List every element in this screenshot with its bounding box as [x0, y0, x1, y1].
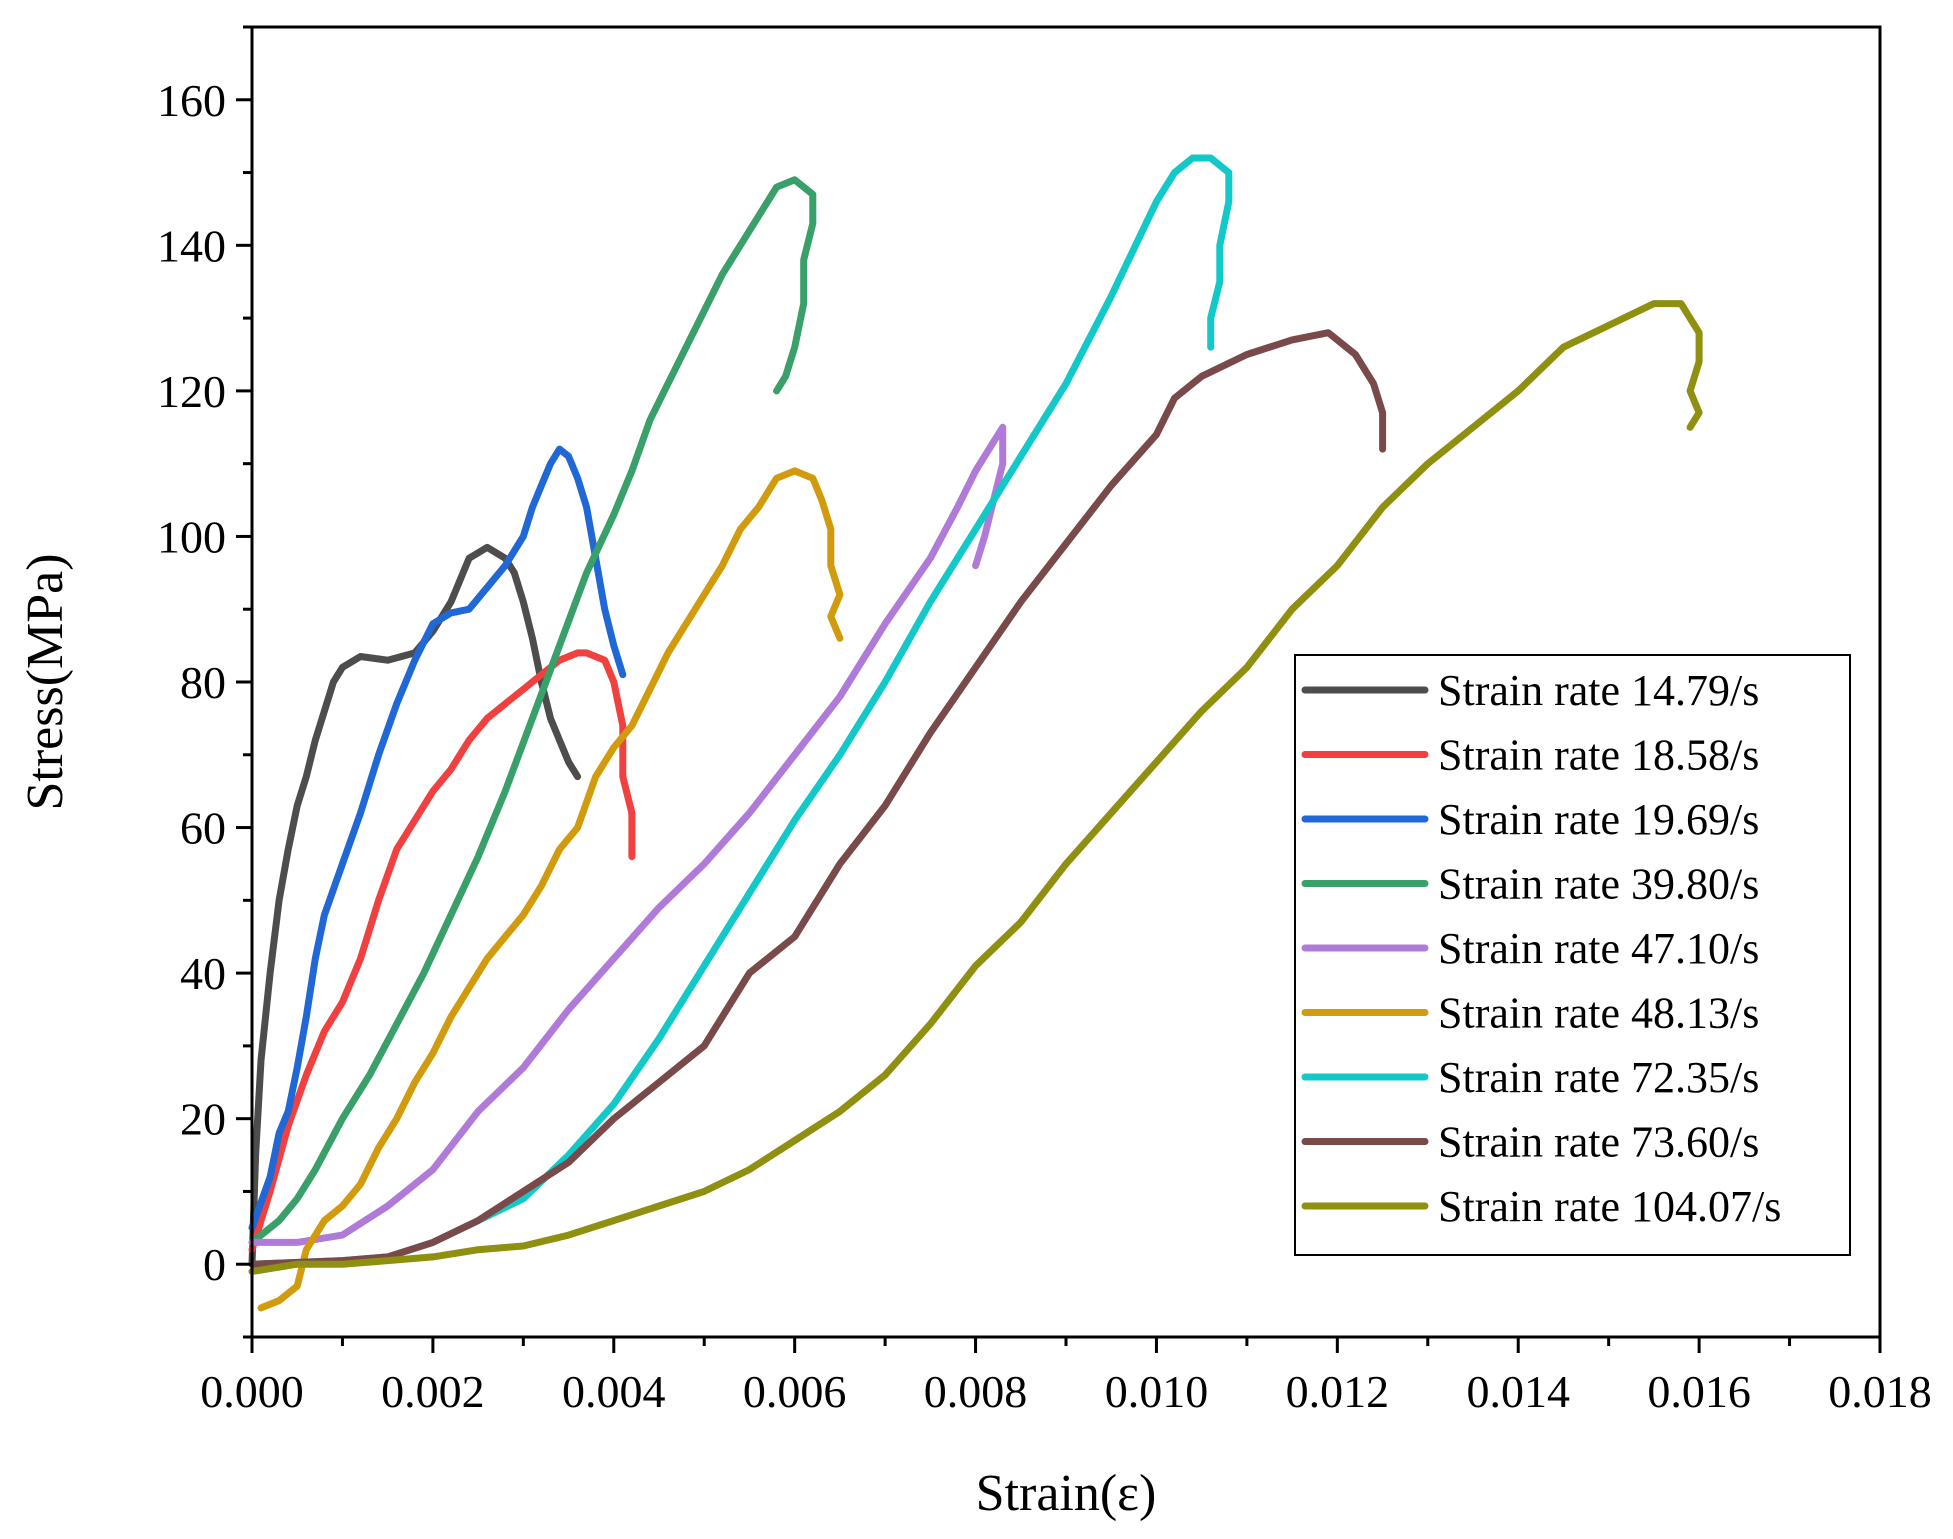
series-line-7: [248, 154, 1233, 1268]
x-tick-label: 0.000: [200, 1366, 304, 1417]
legend-label-3: Strain rate 19.69/s: [1438, 795, 1759, 844]
x-axis-title: Strain(ε): [976, 1465, 1157, 1522]
x-tick-label: 0.012: [1286, 1366, 1390, 1417]
y-tick-label: 60: [180, 803, 226, 854]
series-line-2: [248, 649, 636, 1254]
x-tick-label: 0.018: [1828, 1366, 1932, 1417]
legend-label-5: Strain rate 47.10/s: [1438, 924, 1759, 973]
y-tick-label: 140: [157, 220, 226, 271]
y-tick-label: 40: [180, 948, 226, 999]
series-line-6: [257, 467, 844, 1312]
series-line-1: [248, 543, 582, 1268]
legend-label-8: Strain rate 73.60/s: [1438, 1118, 1759, 1167]
y-tick-label: 80: [180, 657, 226, 708]
series-line-8: [248, 329, 1387, 1268]
y-axis-title: Stress(MPa): [17, 553, 74, 810]
x-tick-label: 0.006: [743, 1366, 847, 1417]
axis-ticks: 0.000 0.002 0.004 0.006 0.008 0.010 0.012 0.014…: [157, 25, 1932, 1417]
y-tick-label: 160: [157, 75, 226, 126]
series-line-5: [248, 423, 1007, 1246]
y-tick-label: 0: [203, 1239, 226, 1290]
legend-label-6: Strain rate 48.13/s: [1438, 989, 1759, 1038]
x-tick-label: 0.016: [1647, 1366, 1751, 1417]
legend: Strain rate 14.79/s Strain rate 18.58/s St…: [1294, 654, 1851, 1256]
legend-label-7: Strain rate 72.35/s: [1438, 1053, 1759, 1102]
y-tick-label: 20: [180, 1094, 226, 1145]
x-tick-label: 0.004: [562, 1366, 666, 1417]
x-tick-label: 0.002: [381, 1366, 485, 1417]
x-tick-label: 0.008: [924, 1366, 1028, 1417]
x-tick-label: 0.010: [1105, 1366, 1209, 1417]
legend-label-1: Strain rate 14.79/s: [1438, 666, 1759, 715]
series-line-9: [248, 300, 1703, 1275]
legend-label-9: Strain rate 104.07/s: [1438, 1182, 1781, 1231]
y-tick-label: 120: [157, 366, 226, 417]
legend-label-4: Strain rate 39.80/s: [1438, 860, 1759, 909]
y-tick-label: 100: [157, 511, 226, 562]
series-line-3: [248, 445, 627, 1232]
x-tick-label: 0.014: [1466, 1366, 1570, 1417]
series-layer: [248, 154, 1703, 1312]
legend-label-2: Strain rate 18.58/s: [1438, 731, 1759, 780]
series-line-4: [248, 176, 817, 1246]
